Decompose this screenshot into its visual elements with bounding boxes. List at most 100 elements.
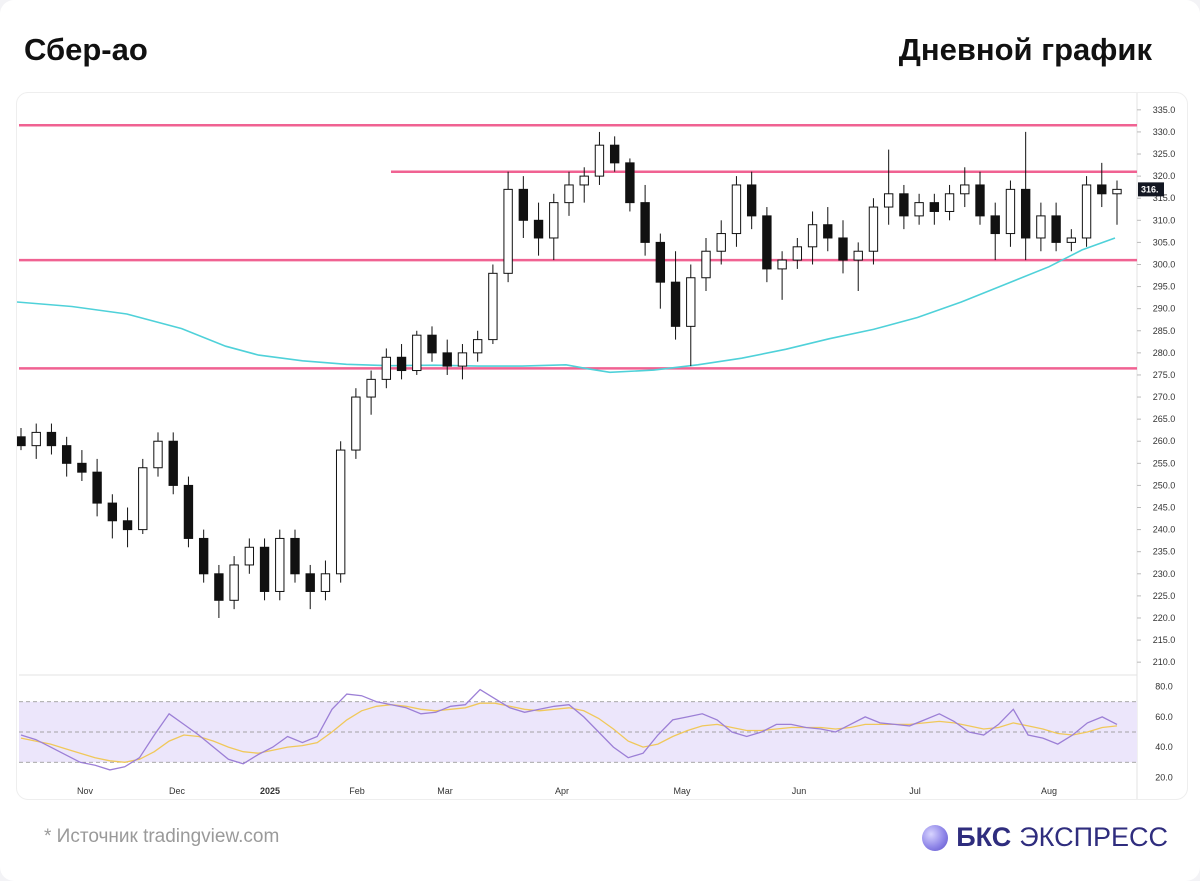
candle-body[interactable] [168, 440, 178, 486]
candle-body[interactable] [290, 537, 300, 575]
price-tick-label: 215.0 [1153, 635, 1176, 645]
brand-circle-icon [922, 824, 949, 851]
price-tick-label: 290.0 [1153, 304, 1176, 314]
time-axis-label: 2025 [260, 786, 280, 796]
candle-body[interactable] [244, 546, 255, 566]
candle-body[interactable] [533, 219, 544, 239]
rsi-tick-label: 20.0 [1155, 772, 1173, 782]
candle-body[interactable] [1112, 188, 1122, 195]
candle-body[interactable] [61, 445, 72, 464]
candle-body[interactable] [625, 162, 635, 204]
candle-body[interactable] [990, 215, 1000, 235]
candle-body[interactable] [807, 224, 818, 248]
candle-body[interactable] [609, 144, 620, 164]
candle-body[interactable] [731, 184, 742, 235]
candle-body[interactable] [46, 431, 57, 447]
time-axis-label: Mar [437, 786, 453, 796]
price-chart[interactable]: 210.0 215.0 220.0 225.0 230.0 235.0 240.0 245.0… [17, 93, 1187, 799]
price-tick-label: 285.0 [1153, 326, 1176, 336]
candle-body[interactable] [1066, 237, 1077, 243]
candle-body[interactable] [366, 378, 376, 398]
price-tick-label: 280.0 [1153, 348, 1176, 358]
candle-body[interactable] [853, 250, 863, 261]
candle-body[interactable] [549, 202, 559, 239]
candle-body[interactable] [138, 467, 148, 531]
candle-body[interactable] [92, 471, 102, 504]
period-title: Дневной график [898, 32, 1152, 67]
candle-body[interactable] [975, 184, 985, 217]
candle-body[interactable] [670, 281, 681, 327]
candle-body[interactable] [594, 144, 605, 177]
candle-body[interactable] [838, 237, 848, 261]
candle-body[interactable] [107, 502, 118, 522]
candle-body[interactable] [701, 250, 711, 279]
candle-body[interactable] [686, 277, 696, 327]
candle-body[interactable] [396, 356, 407, 372]
current-price-badge [1138, 182, 1164, 197]
candle-body[interactable] [77, 462, 87, 473]
candle-body[interactable] [214, 573, 224, 601]
candle-body[interactable] [929, 202, 940, 212]
price-tick-label: 305.0 [1153, 237, 1176, 247]
candle-body[interactable] [275, 537, 285, 592]
candle-body[interactable] [762, 215, 772, 270]
candle-body[interactable] [320, 573, 331, 592]
candle-body[interactable] [579, 175, 589, 186]
time-axis-label: May [673, 786, 691, 796]
price-tick-label: 245.0 [1153, 503, 1176, 513]
candle-body[interactable] [655, 241, 666, 283]
candle-body[interactable] [17, 436, 26, 447]
candle-body[interactable] [564, 184, 574, 204]
price-tick-label: 330.0 [1153, 127, 1176, 137]
candle-body[interactable] [335, 449, 346, 575]
price-tick-label: 310.0 [1153, 215, 1176, 225]
candle-body[interactable] [183, 484, 194, 539]
price-tick-label: 255.0 [1153, 458, 1176, 468]
candle-body[interactable] [1005, 188, 1016, 235]
candle-body[interactable] [122, 520, 133, 531]
price-tick-label: 220.0 [1153, 613, 1176, 623]
price-tick-label: 300.0 [1153, 259, 1176, 269]
candle-body[interactable] [792, 246, 803, 261]
candle-body[interactable] [1051, 215, 1061, 243]
price-tick-label: 240.0 [1153, 525, 1176, 535]
candle-body[interactable] [472, 339, 483, 354]
candle-body[interactable] [914, 202, 924, 217]
candle-body[interactable] [746, 184, 757, 217]
time-axis-label: Dec [169, 786, 186, 796]
candle-body[interactable] [1081, 184, 1092, 239]
candle-body[interactable] [716, 233, 726, 252]
candle-body[interactable] [899, 193, 909, 217]
candle-body[interactable] [229, 564, 239, 601]
price-tick-label: 230.0 [1153, 569, 1176, 579]
candle-body[interactable] [412, 334, 422, 372]
candle-body[interactable] [868, 206, 879, 252]
candle-body[interactable] [31, 431, 41, 447]
candle-body[interactable] [777, 259, 787, 270]
candle-body[interactable] [351, 396, 361, 451]
candle-body[interactable] [198, 537, 209, 575]
candle-body[interactable] [381, 356, 392, 380]
candle-body[interactable] [640, 202, 650, 243]
candle-body[interactable] [488, 272, 498, 341]
candle-body[interactable] [153, 440, 163, 469]
candle-body[interactable] [1020, 188, 1031, 239]
price-tick-label: 315.0 [1153, 193, 1176, 203]
candle-body[interactable] [427, 334, 437, 354]
current-price-label: 316. [1141, 184, 1159, 194]
rsi-line [20, 688, 1118, 771]
candle-body[interactable] [305, 573, 315, 592]
candle-body[interactable] [518, 188, 529, 221]
candle-body[interactable] [259, 546, 270, 592]
candle-body[interactable] [823, 224, 833, 239]
time-axis-label: Jun [792, 786, 807, 796]
candle-body[interactable] [944, 193, 955, 212]
candle-body[interactable] [1036, 215, 1046, 239]
candle-body[interactable] [442, 352, 452, 367]
candle-body[interactable] [503, 188, 513, 274]
candle-body[interactable] [883, 193, 894, 208]
candle-body[interactable] [1097, 184, 1107, 195]
candle-body[interactable] [960, 184, 970, 195]
time-axis-label: Jul [909, 786, 921, 796]
candle-body[interactable] [457, 352, 468, 367]
